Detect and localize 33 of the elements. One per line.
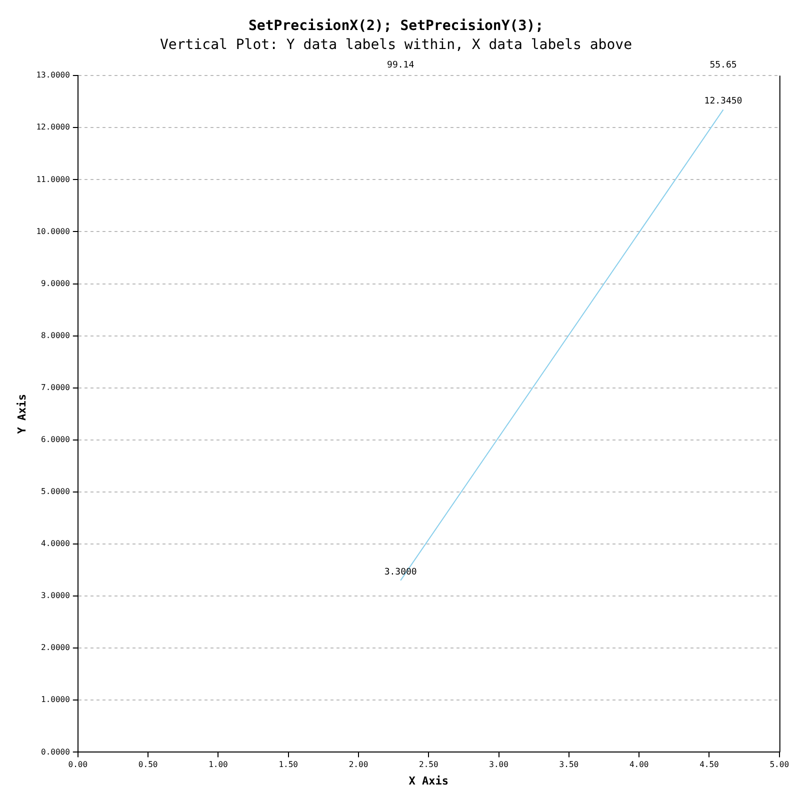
x-tick-label: 5.00 — [770, 760, 790, 770]
text: 55.65 — [710, 60, 737, 70]
x-tick-label: 2.00 — [348, 760, 368, 770]
y-tick-label: 2.0000 — [41, 643, 70, 652]
y-tick-label: 8.0000 — [41, 330, 70, 340]
x-axis-title: X Axis — [408, 774, 449, 788]
y-tick-label: 12.0000 — [36, 122, 70, 132]
text: 99.14 — [387, 60, 414, 70]
x-tick-label: 0.50 — [138, 760, 158, 770]
y-tick-label: 13.0000 — [36, 70, 70, 80]
x-tick-label: 0.00 — [68, 760, 88, 770]
chart-subtitle: Vertical Plot: Y data labels within, X data labels above — [160, 36, 632, 53]
y-tick-label: 10.0000 — [36, 226, 70, 236]
y-axis-title: Y Axis — [15, 394, 28, 434]
y-tick-label: 6.0000 — [41, 435, 70, 444]
x-tick-label: 2.50 — [419, 760, 438, 770]
y-tick-label: 7.0000 — [41, 382, 70, 392]
x-tick-label: 3.00 — [489, 760, 509, 770]
data-label: 12.3450 — [704, 96, 742, 107]
x-tick-label: 1.50 — [278, 760, 298, 770]
data-label: 3.3000 — [384, 567, 417, 578]
y-tick-label: 0.0000 — [41, 747, 70, 756]
y-tick-label: 1.0000 — [41, 695, 70, 704]
x-tick-label: 1.00 — [208, 760, 228, 770]
y-tick-label: 5.0000 — [41, 487, 70, 496]
chart-title: SetPrecisionX(2); SetPrecisionY(3); — [248, 18, 544, 34]
y-tick-label: 4.0000 — [41, 539, 70, 548]
y-tick-label: 11.0000 — [36, 174, 70, 184]
y-tick-label: 3.0000 — [41, 591, 70, 600]
x-tick-label: 4.00 — [629, 760, 649, 770]
y-tick-label: 9.0000 — [41, 278, 70, 288]
x-tick-label: 4.50 — [700, 760, 720, 770]
x-tick-label: 3.50 — [559, 760, 579, 770]
